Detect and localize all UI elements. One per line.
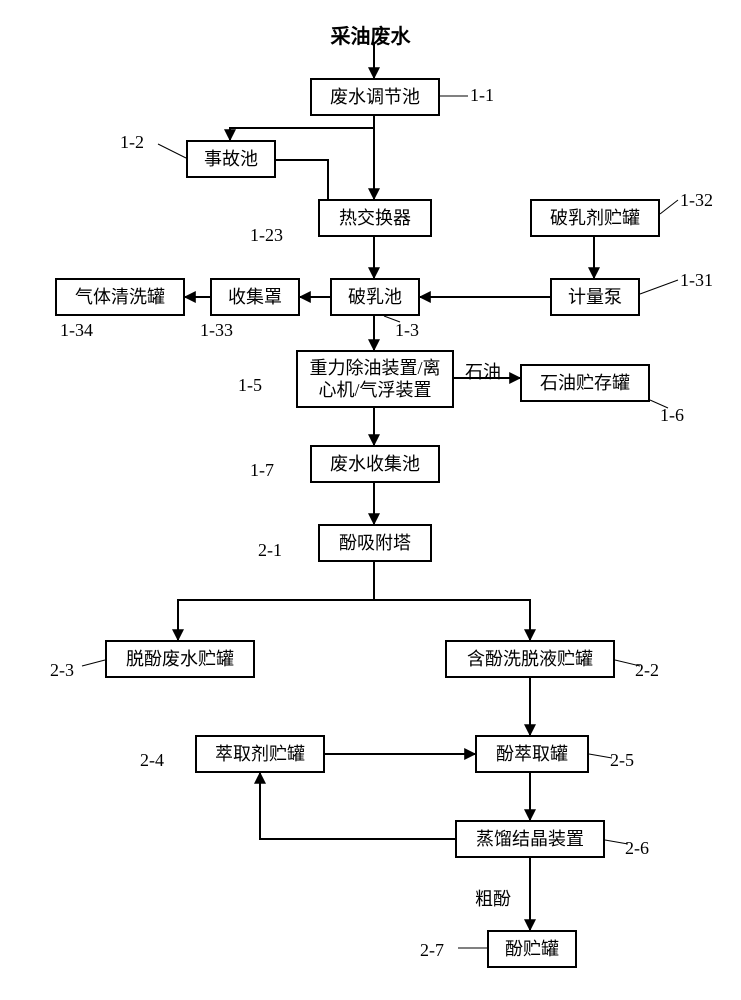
label-1-34: 1-34: [60, 320, 93, 341]
node-gas-wash-tank: 气体清洗罐: [55, 278, 185, 316]
node-phenol-storage: 酚贮罐: [487, 930, 577, 968]
label-2-4: 2-4: [140, 750, 164, 771]
node-phenol-eluent-tank: 含酚洗脱液贮罐: [445, 640, 615, 678]
node-collector-hood: 收集罩: [210, 278, 300, 316]
label-1-23: 1-23: [250, 225, 283, 246]
node-dephenol-tank: 脱酚废水贮罐: [105, 640, 255, 678]
label-1-33: 1-33: [200, 320, 233, 341]
node-accident-pool: 事故池: [186, 140, 276, 178]
label-1-1: 1-1: [470, 85, 494, 106]
node-metering-pump: 计量泵: [550, 278, 640, 316]
edge-label-crude: 粗酚: [475, 885, 511, 911]
node-waste-collect: 废水收集池: [310, 445, 440, 483]
node-wastewater-tank: 废水调节池: [310, 78, 440, 116]
label-1-7: 1-7: [250, 460, 274, 481]
edge-label-oil: 石油: [465, 358, 501, 384]
label-2-2: 2-2: [635, 660, 659, 681]
node-demulsifier-tank: 破乳剂贮罐: [530, 199, 660, 237]
label-1-2: 1-2: [120, 132, 144, 153]
label-2-1: 2-1: [258, 540, 282, 561]
node-phenol-extract: 酚萃取罐: [475, 735, 589, 773]
node-demulsify-pool: 破乳池: [330, 278, 420, 316]
node-distill-crystal: 蒸馏结晶装置: [455, 820, 605, 858]
label-1-6: 1-6: [660, 405, 684, 426]
label-2-6: 2-6: [625, 838, 649, 859]
label-1-31: 1-31: [680, 270, 713, 291]
node-oil-removal: 重力除油装置/离 心机/气浮装置: [296, 350, 454, 408]
label-2-7: 2-7: [420, 940, 444, 961]
label-2-5: 2-5: [610, 750, 634, 771]
label-1-32: 1-32: [680, 190, 713, 211]
node-phenol-adsorb: 酚吸附塔: [318, 524, 432, 562]
node-oil-storage: 石油贮存罐: [520, 364, 650, 402]
label-2-3: 2-3: [50, 660, 74, 681]
node-extractant-tank: 萃取剂贮罐: [195, 735, 325, 773]
diagram-title: 采油废水: [0, 20, 741, 49]
label-1-5: 1-5: [238, 375, 262, 396]
label-1-3: 1-3: [395, 320, 419, 341]
node-heat-exchanger: 热交换器: [318, 199, 432, 237]
